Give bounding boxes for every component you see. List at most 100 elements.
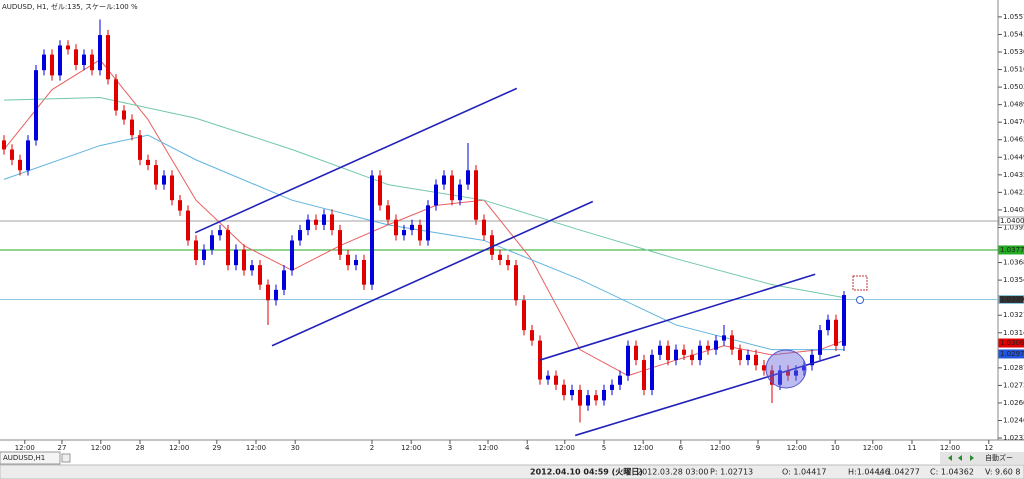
y-tick-label: 1.02465 [1003, 417, 1024, 425]
candle-body [290, 240, 294, 271]
y-tick-label: 1.05165 [1003, 66, 1024, 74]
y-tick-label: 1.04355 [1003, 171, 1024, 179]
candle-body [626, 345, 630, 376]
x-tick-label: 12:00 [633, 444, 653, 452]
candle-body [786, 370, 790, 376]
candle-body [218, 230, 222, 236]
x-tick-label: 28 [136, 444, 145, 452]
x-tick-label: 27 [58, 444, 67, 452]
candle-body [194, 240, 198, 260]
candle-body [186, 210, 190, 241]
x-tick-label: 12:00 [710, 444, 730, 452]
candle-body [82, 54, 86, 65]
x-tick-label: 12:00 [555, 444, 575, 452]
candle-body [322, 214, 326, 225]
candle-body [802, 365, 806, 371]
status-close: C: 1.04362 [930, 468, 974, 477]
candle-body [226, 230, 230, 266]
symbol-tab[interactable] [0, 451, 61, 465]
plot-area [0, 19, 998, 437]
candle-body [730, 335, 734, 350]
candle-body [530, 330, 534, 341]
y-tick-label: 1.05570 [1003, 13, 1024, 21]
candle-body [98, 35, 102, 71]
x-tick-label: 2 [370, 444, 374, 452]
candle-body [250, 265, 254, 271]
tab-button[interactable] [61, 453, 71, 463]
x-tick-label: 9 [756, 444, 760, 452]
candle-body [722, 335, 726, 341]
candle-body [378, 175, 382, 206]
auto-zoom-button[interactable]: 自動ズー [985, 453, 1013, 462]
candle-body [826, 319, 830, 331]
candle-body [482, 219, 486, 236]
candle-body [386, 205, 390, 220]
status-time: 2012.04.10 04:59 (火曜日) [530, 467, 643, 477]
x-tick-label: 4 [525, 444, 530, 452]
candle-body [58, 45, 62, 76]
candle-body [434, 184, 438, 206]
y-tick-label: 1.04085 [1003, 206, 1024, 214]
y-tick-label: 1.03545 [1003, 276, 1024, 284]
scroll-buttons[interactable] [948, 455, 974, 461]
zoom-toolbar [940, 452, 1024, 464]
candle-body [90, 54, 94, 71]
price-label-box [998, 216, 1024, 226]
candle-body [522, 300, 526, 331]
candle-body [202, 249, 206, 260]
candle-body [658, 345, 662, 355]
trendline [194, 87, 518, 234]
candle-body [546, 375, 550, 380]
candle-body [274, 289, 278, 301]
price-label: 1.03396 [1000, 295, 1024, 303]
candle-body [834, 319, 838, 346]
status-volume: V: 9.60 8 [985, 468, 1021, 477]
y-tick-label: 1.05435 [1003, 30, 1024, 38]
candle-body [74, 49, 78, 65]
x-tick-label: 12:00 [91, 444, 111, 452]
candle-body [770, 370, 774, 385]
x-tick-label: 12:00 [478, 444, 498, 452]
candle-body [394, 219, 398, 236]
candle-body [738, 349, 742, 361]
candle-body [594, 395, 598, 401]
candle-body [578, 389, 582, 406]
candle-body [490, 235, 494, 255]
candle-body [458, 184, 462, 201]
candle-body [610, 384, 614, 390]
candle-body [282, 270, 286, 290]
candle-body [714, 340, 718, 350]
candle-body [266, 284, 270, 301]
candle-body [794, 370, 798, 376]
candle-body [666, 345, 670, 361]
trendline [271, 200, 594, 347]
x-tick-label: 30 [291, 444, 300, 452]
y-tick-label: 1.04895 [1003, 101, 1024, 109]
price-label-box [998, 338, 1024, 348]
candle-body [450, 175, 454, 201]
x-tick-label: 29 [212, 444, 221, 452]
candle-body [618, 375, 622, 385]
candle-body [602, 389, 606, 401]
candle-body [330, 214, 334, 231]
candle-body [34, 70, 38, 141]
x-tick-label: 6 [679, 444, 684, 452]
x-tick-label: 11 [908, 444, 917, 452]
candle-body [50, 54, 54, 76]
candle-body [354, 259, 358, 266]
candle-body [818, 330, 822, 355]
candle-body [746, 354, 750, 361]
x-tick-label: 12:00 [246, 444, 266, 452]
candle-body [346, 254, 350, 266]
highlight-circle [765, 349, 807, 389]
candle-body [682, 349, 686, 355]
price-label: 1.03777 [1000, 246, 1024, 254]
candle-body [570, 389, 574, 396]
candle-body [234, 249, 238, 266]
candle-body [106, 35, 110, 80]
candle-body [426, 205, 430, 241]
candle-body [506, 259, 510, 266]
candle-body [698, 345, 702, 361]
candle-body [778, 370, 782, 385]
